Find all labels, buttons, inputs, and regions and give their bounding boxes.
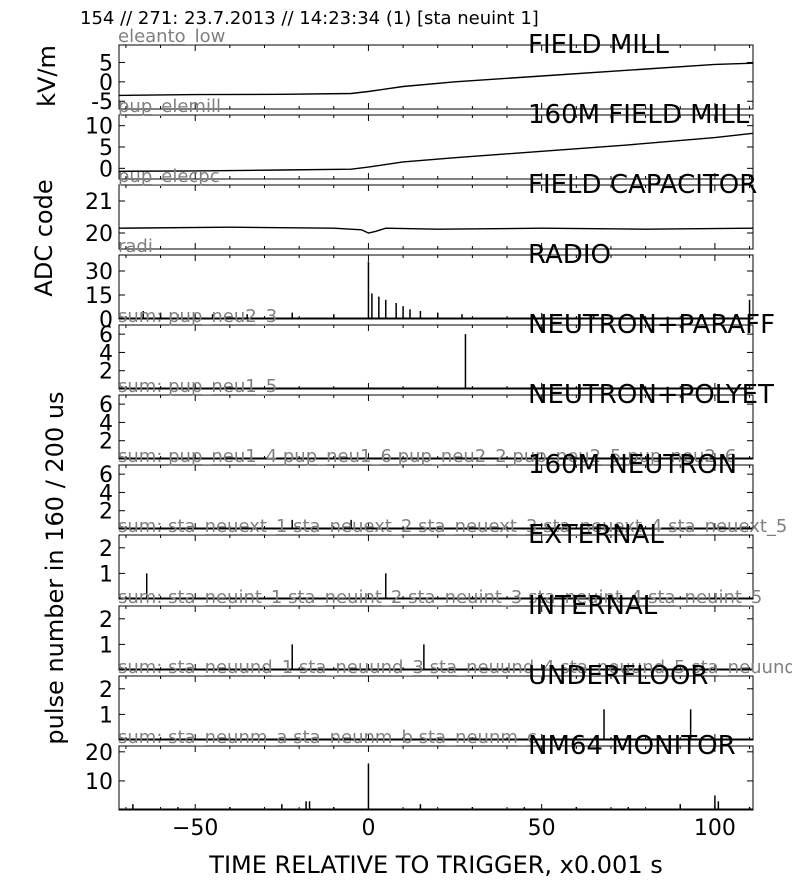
panel-title: FIELD CAPACITOR bbox=[528, 170, 757, 200]
y-tick-label: 2 bbox=[99, 500, 113, 525]
panel-frame bbox=[118, 745, 754, 811]
y-tick-label: 6 bbox=[99, 393, 113, 418]
y-tick-label: 0 bbox=[99, 308, 113, 333]
panel-6: 642 sum: pup_neu1_4 pup_neu1_6 pup_neu2_2… bbox=[99, 446, 754, 530]
x-tick-label: 50 bbox=[528, 816, 556, 841]
y-tick-label: 5 bbox=[99, 51, 113, 76]
y-tick-label: 0 bbox=[99, 71, 113, 96]
y-tick-label: 1 bbox=[99, 562, 113, 587]
x-axis: −50 0 50 100 bbox=[172, 816, 736, 841]
panel-title: NEUTRON+PARAFF bbox=[528, 310, 775, 340]
series-line bbox=[118, 132, 754, 172]
channel-label: sum: sta_neuund_1 sta_neuund_3 sta_neuun… bbox=[118, 657, 792, 678]
y-tick-label: 21 bbox=[85, 190, 113, 215]
y-tick-label: 1 bbox=[99, 633, 113, 658]
panel-frame bbox=[118, 534, 754, 600]
y-axis-label-pulse: pulse number in 160 / 200 us bbox=[41, 391, 69, 744]
panel-frame bbox=[118, 675, 754, 741]
y-tick-label: 2 bbox=[99, 678, 113, 703]
panel-7: 21 sum: sta_neuext_1 sta_neuext_2 sta_neu… bbox=[99, 516, 787, 600]
panel-title: INTERNAL bbox=[528, 591, 658, 621]
panel-title: RADIO bbox=[528, 240, 611, 270]
channel-label: pup_elecpc bbox=[118, 166, 220, 187]
channel-label: sum: sta_neunm_a sta_neunm_b sta_neunm_c bbox=[118, 727, 537, 748]
x-axis-label: TIME RELATIVE TO TRIGGER, x0.001 s bbox=[208, 851, 662, 879]
x-tick-label: 0 bbox=[361, 816, 375, 841]
panel-title: NEUTRON+POLYET bbox=[528, 380, 774, 410]
series-line bbox=[118, 226, 754, 234]
panel-title: UNDERFLOOR bbox=[528, 661, 709, 691]
panel-8: 21 sum: sta_neuint_1 sta_neuint_2 sta_neu… bbox=[99, 587, 762, 671]
panel-2: 21 20 pup_elecpc FIELD CAPACITOR bbox=[85, 166, 757, 250]
channel-label: sum: pup_neu2_3 bbox=[118, 306, 277, 327]
panel-frame bbox=[118, 324, 754, 390]
channel-label: sum: sta_neuint_1 sta_neuint_2 sta_neuin… bbox=[118, 587, 762, 608]
panel-title: EXTERNAL bbox=[528, 520, 664, 550]
channel-label: pup_elemill bbox=[118, 96, 221, 117]
y-tick-label: 1 bbox=[99, 703, 113, 728]
y-tick-label: 30 bbox=[85, 260, 113, 285]
y-tick-label: 5 bbox=[99, 136, 113, 161]
panel-title: FIELD MILL bbox=[528, 30, 669, 60]
panel-0: 50-5 eleanto_low FIELD MILL bbox=[91, 26, 754, 115]
y-tick-label: 10 bbox=[85, 115, 113, 140]
panel-frame bbox=[118, 184, 754, 250]
y-tick-label: -5 bbox=[91, 90, 113, 115]
panel-10: 20 10 sum: sta_neunm_a sta_neunm_b sta_neu… bbox=[85, 727, 754, 811]
x-tick-label: −50 bbox=[172, 816, 218, 841]
y-tick-label: 10 bbox=[85, 770, 113, 795]
y-tick-label: 2 bbox=[99, 360, 113, 385]
channel-label: eleanto_low bbox=[118, 26, 225, 47]
panel-title: 160M FIELD MILL bbox=[528, 100, 750, 130]
y-tick-label: 4 bbox=[99, 481, 113, 506]
panel-frame bbox=[118, 44, 754, 110]
channel-label: sum: sta_neuext_1 sta_neuext_2 sta_neuex… bbox=[118, 516, 787, 537]
y-tick-label: 20 bbox=[85, 741, 113, 766]
channel-label: sum: pup_neu1_5 bbox=[118, 376, 277, 397]
y-tick-label: 0 bbox=[99, 157, 113, 182]
y-tick-label: 2 bbox=[99, 608, 113, 633]
series-line bbox=[118, 62, 754, 97]
y-tick-label: 2 bbox=[99, 430, 113, 455]
y-axis-label-kvm: kV/m bbox=[33, 45, 61, 107]
panel-5: 642 sum: pup_neu1_5 NEUTRON+POLYET bbox=[99, 376, 774, 460]
y-tick-label: 4 bbox=[99, 341, 113, 366]
panel-frame bbox=[118, 464, 754, 530]
y-tick-label: 6 bbox=[99, 323, 113, 348]
y-tick-label: 15 bbox=[85, 284, 113, 309]
panel-title: NM64 MONITOR bbox=[528, 731, 736, 761]
channel-label: sum: pup_neu1_4 pup_neu1_6 pup_neu2_2 pu… bbox=[118, 446, 736, 467]
panel-title: 160M NEUTRON bbox=[528, 450, 737, 480]
panel-frame bbox=[118, 394, 754, 460]
panel-frame bbox=[118, 254, 754, 320]
channel-label: radi bbox=[118, 236, 153, 257]
y-tick-label: 20 bbox=[85, 222, 113, 247]
y-tick-label: 4 bbox=[99, 411, 113, 436]
panel-9: 21 sum: sta_neuund_1 sta_neuund_3 sta_neu… bbox=[99, 657, 792, 741]
figure-header: 154 // 271: 23.7.2013 // 14:23:34 (1) [s… bbox=[80, 8, 539, 29]
y-tick-label: 2 bbox=[99, 537, 113, 562]
panel-4: 642 sum: pup_neu2_3 NEUTRON+PARAFF bbox=[99, 306, 775, 390]
y-axis-label-adc: ADC code bbox=[30, 179, 58, 296]
x-tick-label: 100 bbox=[694, 816, 736, 841]
y-tick-label: 6 bbox=[99, 463, 113, 488]
panel-frame bbox=[118, 605, 754, 671]
